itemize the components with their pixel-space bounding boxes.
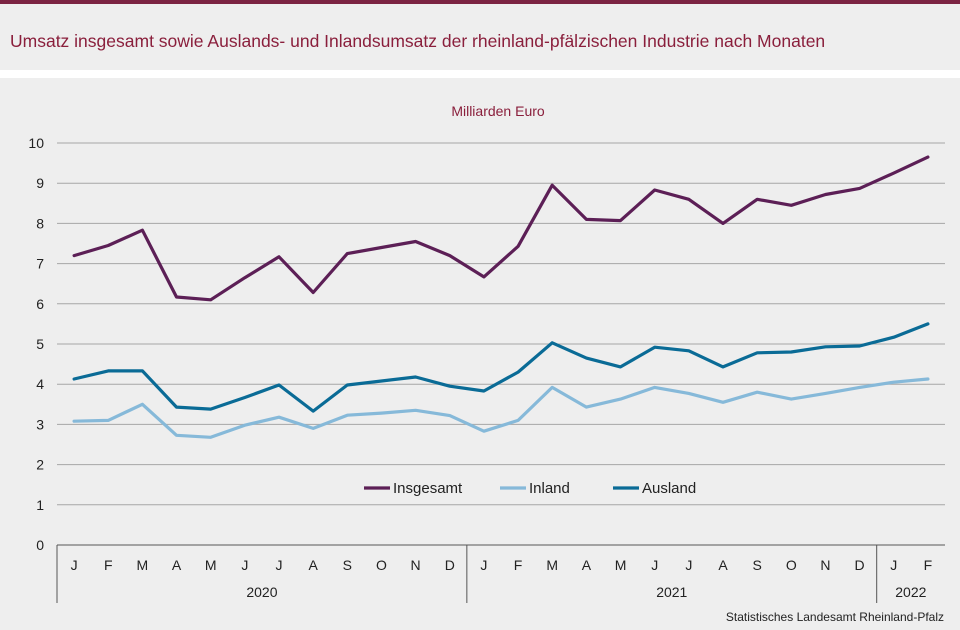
- gridlines: [57, 142, 945, 546]
- x-tick-label: J: [890, 557, 897, 573]
- x-tick-label: S: [752, 557, 761, 573]
- x-tick-label: D: [445, 557, 455, 573]
- x-tick-label: M: [205, 557, 217, 573]
- legend-label-ausland: Ausland: [642, 480, 696, 497]
- page-title: Umsatz insgesamt sowie Auslands- und Inl…: [10, 31, 826, 51]
- x-tick-label: J: [276, 557, 283, 573]
- x-tick-label: N: [411, 557, 421, 573]
- unit-label: Milliarden Euro: [451, 103, 545, 119]
- x-tick-label: M: [137, 557, 149, 573]
- y-tick-label: 9: [36, 175, 44, 191]
- y-tick-label: 2: [36, 457, 44, 473]
- x-tick-label: A: [308, 557, 318, 573]
- header: Umsatz insgesamt sowie Auslands- und Inl…: [0, 4, 960, 70]
- y-axis-labels: 0 1 2 3 4 5 6 7 8 9 10: [28, 135, 44, 553]
- y-tick-label: 1: [36, 497, 44, 513]
- x-tick-label: F: [924, 557, 933, 573]
- source-credit: Statistisches Landesamt Rheinland-Pfalz: [725, 610, 944, 624]
- x-year-label: 2022: [895, 584, 926, 600]
- x-tick-label: N: [820, 557, 830, 573]
- y-tick-label: 4: [36, 376, 44, 392]
- x-tick-label: A: [718, 557, 728, 573]
- x-tick-label: A: [172, 557, 182, 573]
- x-tick-label: A: [582, 557, 592, 573]
- x-tick-label: M: [546, 557, 558, 573]
- x-tick-label: J: [480, 557, 487, 573]
- series-lines: [72, 155, 930, 439]
- y-tick-label: 7: [36, 256, 44, 272]
- y-tick-label: 8: [36, 215, 44, 231]
- header-accent-bar: [0, 0, 960, 4]
- x-axis: J F M A M J J A S O N D J F M A M J J A S O N D J F 2020 2021 2022: [56, 545, 933, 603]
- y-tick-label: 0: [36, 537, 44, 553]
- y-tick-label: 6: [36, 296, 44, 312]
- x-tick-label: J: [685, 557, 692, 573]
- x-tick-label: F: [514, 557, 523, 573]
- header-separator: [0, 70, 960, 78]
- x-tick-label: M: [615, 557, 627, 573]
- x-tick-label: D: [855, 557, 865, 573]
- legend-label-insgesamt: Insgesamt: [393, 480, 463, 497]
- series-line-inland: [72, 377, 930, 439]
- x-year-label: 2020: [246, 584, 277, 600]
- x-tick-label: J: [241, 557, 248, 573]
- y-tick-label: 10: [28, 135, 44, 151]
- x-tick-label: F: [104, 557, 113, 573]
- y-tick-label: 3: [36, 416, 44, 432]
- x-year-label: 2021: [656, 584, 687, 600]
- y-tick-label: 5: [36, 336, 44, 352]
- x-tick-label: J: [71, 557, 78, 573]
- x-tick-label: J: [651, 557, 658, 573]
- legend-label-inland: Inland: [529, 480, 570, 497]
- series-line-ausland: [72, 322, 930, 413]
- x-tick-label: S: [343, 557, 352, 573]
- x-tick-label: O: [786, 557, 797, 573]
- line-chart: Milliarden Euro 0 1 2 3 4 5 6 7 8 9 10 J F M A M J J A S O N…: [28, 103, 945, 603]
- legend: Insgesamt Inland Ausland: [364, 480, 696, 497]
- series-line-insgesamt: [72, 155, 930, 302]
- x-tick-label: O: [376, 557, 387, 573]
